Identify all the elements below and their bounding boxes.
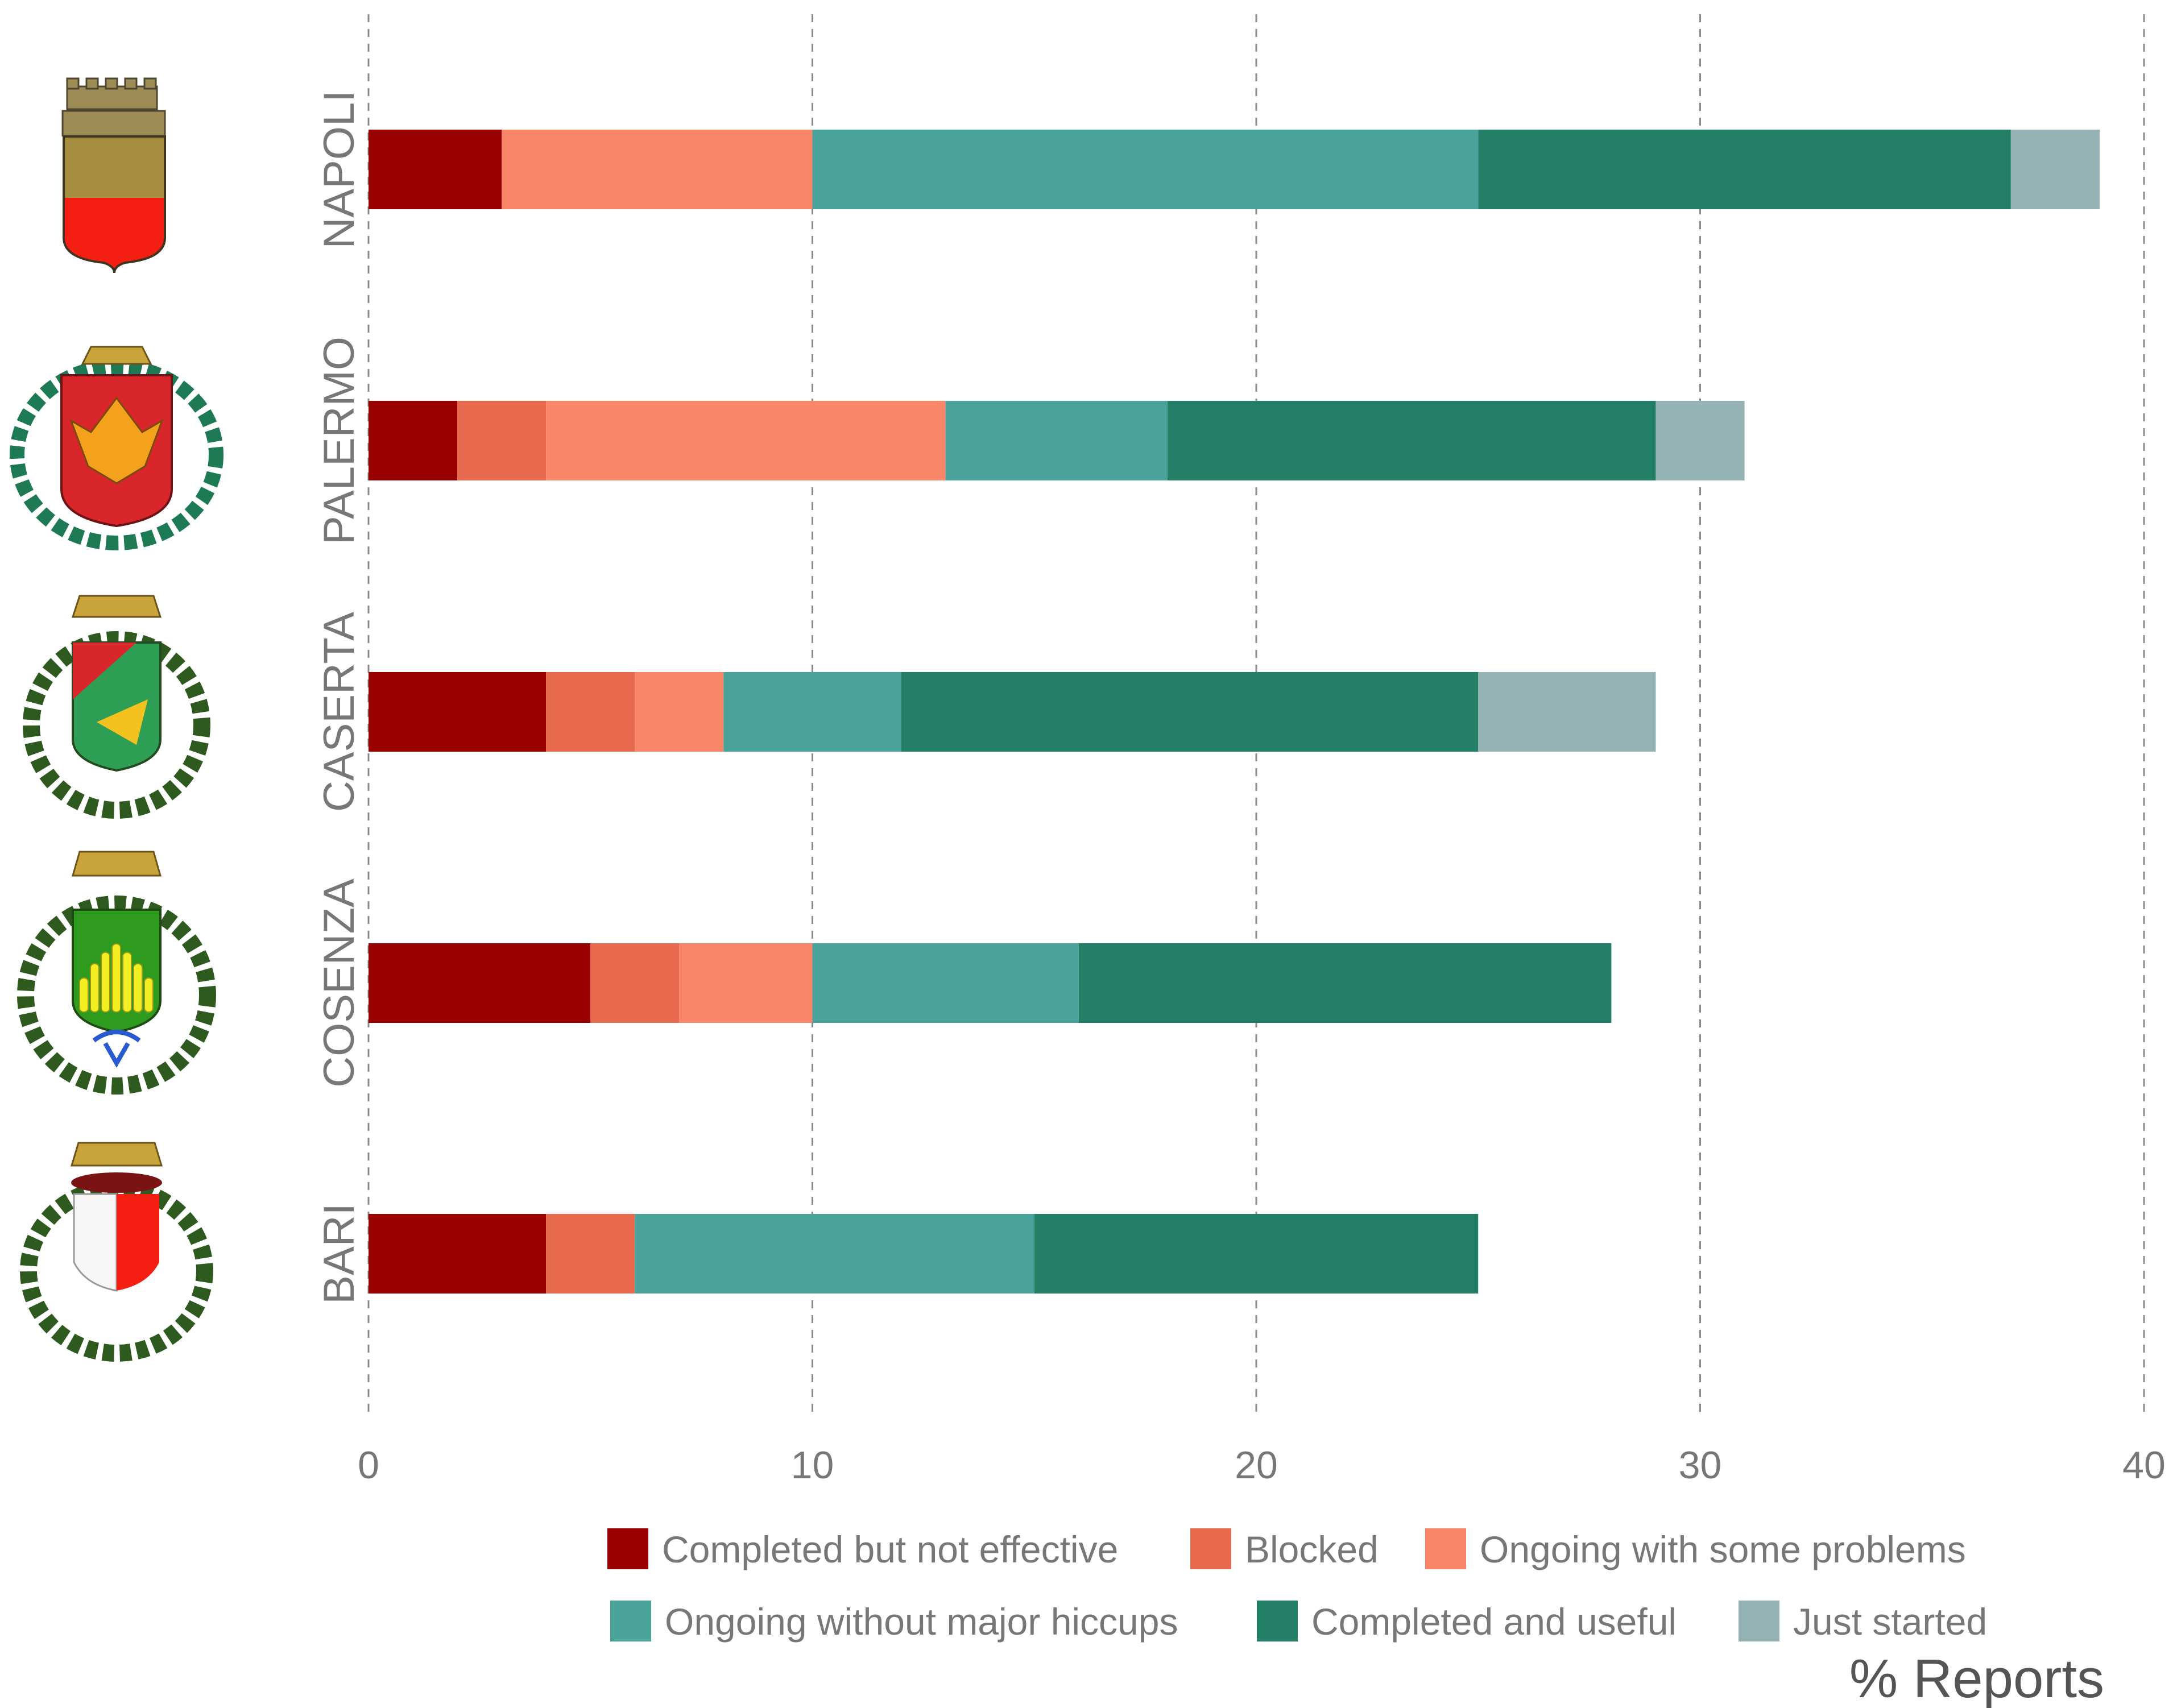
coat-of-arms-palermo-icon: [10, 346, 223, 550]
x-tick-label: 0: [358, 1444, 379, 1487]
bar-segment: [590, 943, 680, 1023]
legend-label: Completed but not effective: [662, 1528, 1118, 1570]
legend-item: Completed and useful: [1257, 1601, 1677, 1643]
bar-segment: [812, 130, 1479, 209]
bar-segment: [369, 943, 591, 1023]
bar-segment: [901, 672, 1479, 752]
bar-segment: [1478, 130, 2011, 209]
bar-segment: [369, 1214, 547, 1294]
x-tick-label: 30: [1679, 1444, 1722, 1487]
x-axis-label: % Reports: [1849, 1648, 2104, 1708]
category-label: NAPOLI: [315, 90, 363, 249]
bar-segment: [1478, 672, 1656, 752]
legend-label: Blocked: [1245, 1528, 1379, 1570]
coat-of-arms-caserta-icon: [23, 595, 210, 819]
x-tick-label: 10: [791, 1444, 834, 1487]
legend-label: Just started: [1793, 1601, 1987, 1643]
category-label: PALERMO: [315, 337, 363, 545]
category-label: BARI: [315, 1203, 363, 1304]
bar-segment: [679, 943, 813, 1023]
legend-swatch: [1739, 1601, 1779, 1641]
legend-item: Just started: [1739, 1601, 1987, 1643]
bar-segment: [369, 130, 502, 209]
bar-segment: [502, 130, 813, 209]
bar-segment: [1034, 1214, 1479, 1294]
bar-segment: [635, 672, 724, 752]
bar-segment: [369, 401, 458, 480]
bar-segment: [546, 401, 946, 480]
bar-segment: [635, 1214, 1034, 1294]
city-emblems: [10, 77, 223, 1362]
bar-segment: [1167, 401, 1656, 480]
bar-segment: [369, 672, 547, 752]
coat-of-arms-cosenza-icon: [17, 851, 216, 1095]
legend-label: Completed and useful: [1311, 1601, 1677, 1643]
legend-swatch: [1257, 1601, 1298, 1641]
category-label: CASERTA: [315, 612, 363, 812]
legend-item: Ongoing without major hiccups: [610, 1601, 1178, 1643]
legend-label: Ongoing without major hiccups: [665, 1601, 1178, 1643]
bar-segment: [812, 943, 1079, 1023]
bar-segment: [546, 1214, 635, 1294]
bar-segment: [2010, 130, 2100, 209]
coat-of-arms-napoli-icon: [61, 77, 166, 273]
bar-segment: [1655, 401, 1745, 480]
bar-segment: [723, 672, 901, 752]
bars: [369, 130, 2100, 1294]
legend-swatch: [1425, 1528, 1466, 1569]
bar-segment: [546, 672, 635, 752]
bar-segment: [1078, 943, 1612, 1023]
bar-segment: [945, 401, 1168, 480]
legend-swatch: [1190, 1528, 1231, 1569]
legend-swatch: [607, 1528, 648, 1569]
legend-swatch: [610, 1601, 651, 1641]
legend-item: Ongoing with some problems: [1425, 1528, 1966, 1570]
x-tick-label: 20: [1235, 1444, 1278, 1487]
category-labels: NAPOLI PALERMO CASERTA COSENZA BARI: [315, 90, 363, 1304]
x-tick-label: 40: [2122, 1444, 2166, 1487]
legend: Completed but not effective Blocked Ongoin…: [607, 1528, 1987, 1643]
category-label: COSENZA: [315, 878, 363, 1088]
legend-item: Completed but not effective: [607, 1528, 1118, 1570]
bar-segment: [457, 401, 547, 480]
legend-label: Ongoing with some problems: [1480, 1528, 1966, 1570]
coat-of-arms-bari-icon: [20, 1142, 213, 1362]
legend-item: Blocked: [1190, 1528, 1379, 1570]
x-tick-labels: 0 10 20 30 40: [358, 1444, 2166, 1487]
